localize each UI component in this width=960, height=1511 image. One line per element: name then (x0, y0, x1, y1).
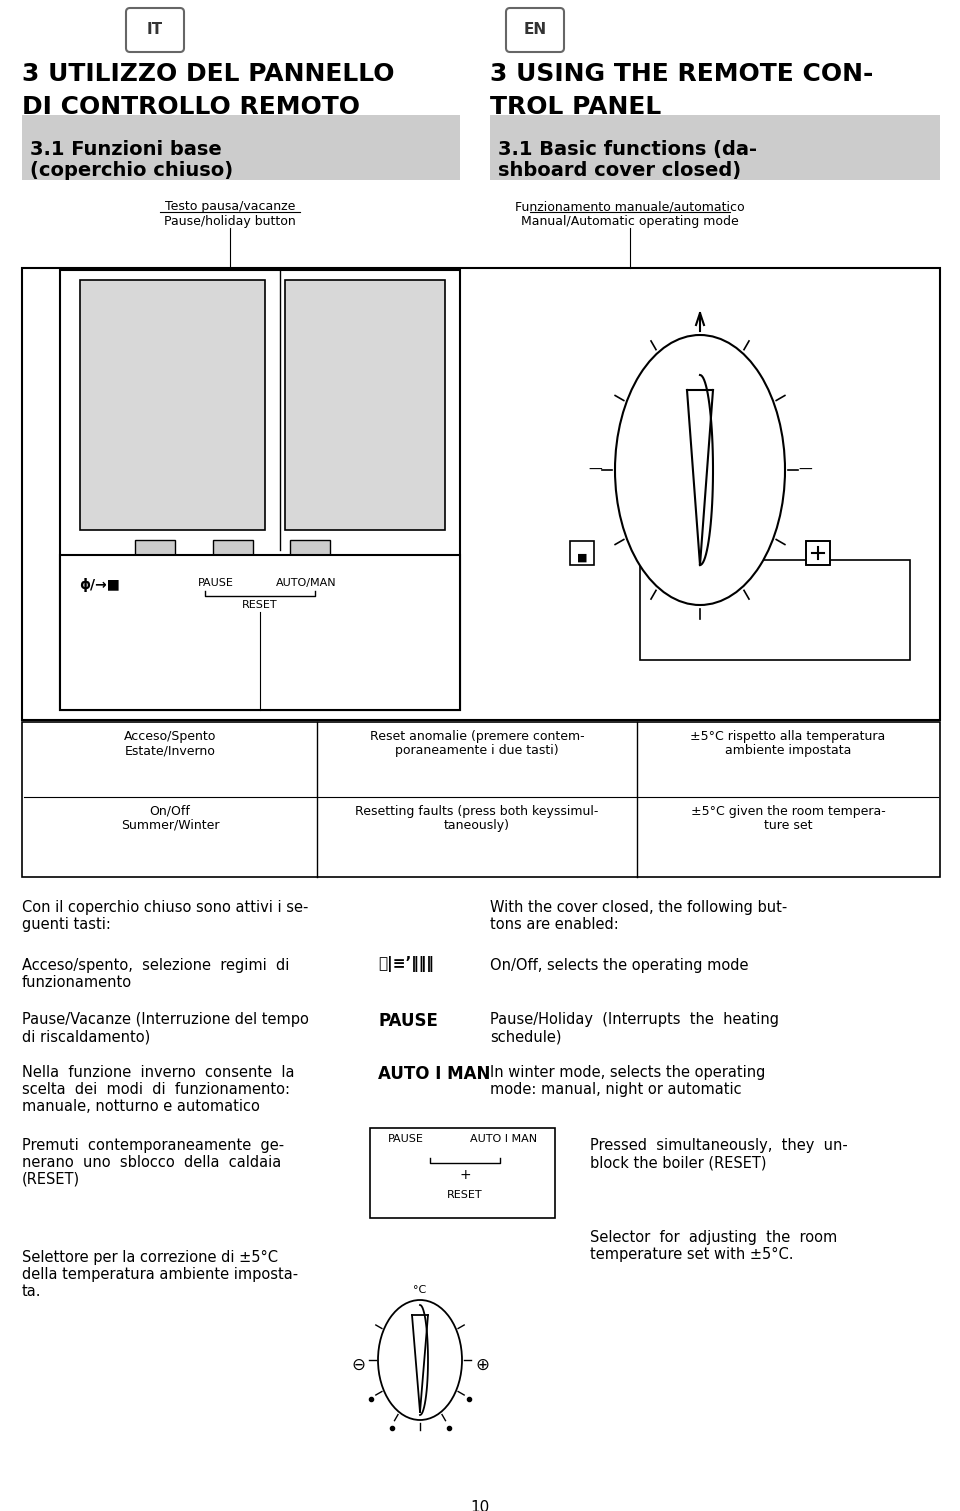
Text: On/Off: On/Off (150, 805, 190, 817)
Bar (806, 541, 830, 565)
Text: (RESET): (RESET) (22, 1173, 80, 1188)
Bar (285, 280, 445, 530)
Text: Testo pausa/vacanze: Testo pausa/vacanze (165, 199, 295, 213)
Text: TROL PANEL: TROL PANEL (490, 95, 661, 119)
Text: —: — (798, 462, 812, 477)
Text: AUTO I MAN: AUTO I MAN (378, 1065, 491, 1083)
Text: ±5°C given the room tempera-: ±5°C given the room tempera- (690, 805, 885, 817)
Text: block the boiler (RESET): block the boiler (RESET) (590, 1154, 766, 1170)
Text: guenti tasti:: guenti tasti: (22, 917, 110, 932)
Bar (22, 267, 940, 721)
Text: Acceso/Spento: Acceso/Spento (124, 730, 216, 743)
Text: 3 UTILIZZO DEL PANNELLO: 3 UTILIZZO DEL PANNELLO (22, 62, 395, 86)
Text: On/Off, selects the operating mode: On/Off, selects the operating mode (490, 958, 749, 973)
Ellipse shape (378, 1299, 462, 1420)
Text: 10: 10 (470, 1500, 490, 1511)
Text: Reset anomalie (premere contem-: Reset anomalie (premere contem- (370, 730, 585, 743)
Text: Pause/Vacanze (Interruzione del tempo: Pause/Vacanze (Interruzione del tempo (22, 1012, 309, 1027)
Text: ϕ/→■: ϕ/→■ (80, 579, 120, 592)
Text: PAUSE: PAUSE (378, 1012, 438, 1031)
Bar (570, 541, 594, 565)
Bar (80, 280, 265, 530)
FancyBboxPatch shape (506, 8, 564, 51)
Text: poraneamente i due tasti): poraneamente i due tasti) (396, 743, 559, 757)
Text: nerano  uno  sblocco  della  caldaia: nerano uno sblocco della caldaia (22, 1154, 281, 1170)
Text: —: — (588, 462, 602, 477)
Text: ambiente impostata: ambiente impostata (725, 743, 852, 757)
Text: temperature set with ±5°C.: temperature set with ±5°C. (590, 1247, 794, 1262)
Bar (60, 555, 460, 710)
Text: Acceso/spento,  selezione  regimi  di: Acceso/spento, selezione regimi di (22, 958, 289, 973)
Text: DI CONTROLLO REMOTO: DI CONTROLLO REMOTO (22, 95, 360, 119)
Text: Pressed  simultaneously,  they  un-: Pressed simultaneously, they un- (590, 1138, 848, 1153)
Text: ⏻|≡’‖‖‖: ⏻|≡’‖‖‖ (378, 956, 434, 972)
Text: schedule): schedule) (490, 1029, 562, 1044)
Text: di riscaldamento): di riscaldamento) (22, 1029, 151, 1044)
Text: 3 USING THE REMOTE CON-: 3 USING THE REMOTE CON- (490, 62, 874, 86)
Text: della temperatura ambiente imposta-: della temperatura ambiente imposta- (22, 1268, 299, 1281)
Text: Funzionamento manuale/automatico: Funzionamento manuale/automatico (516, 199, 745, 213)
Bar (806, 541, 830, 565)
Text: 3.1 Basic functions (da-: 3.1 Basic functions (da- (498, 141, 757, 159)
Text: RESET: RESET (447, 1191, 483, 1200)
Bar (22, 722, 940, 876)
Text: ture set: ture set (764, 819, 812, 833)
Text: ta.: ta. (22, 1284, 41, 1299)
Text: With the cover closed, the following but-: With the cover closed, the following but… (490, 901, 787, 916)
Text: Nella  funzione  inverno  consente  la: Nella funzione inverno consente la (22, 1065, 295, 1080)
Bar (22, 115, 460, 180)
Bar (490, 115, 940, 180)
Text: (coperchio chiuso): (coperchio chiuso) (30, 162, 233, 180)
Text: Pause/holiday button: Pause/holiday button (164, 215, 296, 228)
Text: RESET: RESET (242, 600, 277, 610)
Bar (60, 270, 460, 710)
Text: Selector  for  adjusting  the  room: Selector for adjusting the room (590, 1230, 837, 1245)
Bar (370, 1129, 555, 1218)
Text: ⊖: ⊖ (351, 1355, 365, 1373)
Text: tons are enabled:: tons are enabled: (490, 917, 619, 932)
Text: Selettore per la correzione di ±5°C: Selettore per la correzione di ±5°C (22, 1250, 278, 1265)
Ellipse shape (615, 335, 785, 604)
Text: PAUSE: PAUSE (388, 1133, 424, 1144)
Text: Con il coperchio chiuso sono attivi i se-: Con il coperchio chiuso sono attivi i se… (22, 901, 308, 916)
Text: manuale, notturno e automatico: manuale, notturno e automatico (22, 1098, 260, 1114)
Text: shboard cover closed): shboard cover closed) (498, 162, 741, 180)
Bar (213, 539, 253, 555)
Text: scelta  dei  modi  di  funzionamento:: scelta dei modi di funzionamento: (22, 1082, 290, 1097)
Text: ⊕: ⊕ (475, 1355, 489, 1373)
Text: Estate/Inverno: Estate/Inverno (125, 743, 215, 757)
Bar (135, 539, 175, 555)
Text: ■: ■ (577, 553, 588, 564)
Text: PAUSE: PAUSE (198, 579, 234, 588)
Text: 3.1 Funzioni base: 3.1 Funzioni base (30, 141, 222, 159)
Text: °C: °C (414, 1284, 426, 1295)
Text: Summer/Winter: Summer/Winter (121, 819, 219, 833)
Text: AUTO I MAN: AUTO I MAN (470, 1133, 538, 1144)
Polygon shape (687, 390, 713, 565)
Text: funzionamento: funzionamento (22, 975, 132, 990)
Text: ±5°C rispetto alla temperatura: ±5°C rispetto alla temperatura (690, 730, 886, 743)
Text: mode: manual, night or automatic: mode: manual, night or automatic (490, 1082, 742, 1097)
Text: taneously): taneously) (444, 819, 510, 833)
Bar (640, 561, 910, 660)
Text: Resetting faults (press both keyssimul-: Resetting faults (press both keyssimul- (355, 805, 599, 817)
Text: EN: EN (523, 23, 546, 38)
Text: In winter mode, selects the operating: In winter mode, selects the operating (490, 1065, 765, 1080)
Text: IT: IT (147, 23, 163, 38)
Polygon shape (412, 1315, 428, 1411)
Text: AUTO/MAN: AUTO/MAN (276, 579, 336, 588)
Text: Pause/Holiday  (Interrupts  the  heating: Pause/Holiday (Interrupts the heating (490, 1012, 779, 1027)
FancyBboxPatch shape (126, 8, 184, 51)
Text: +: + (459, 1168, 470, 1182)
Text: Premuti  contemporaneamente  ge-: Premuti contemporaneamente ge- (22, 1138, 284, 1153)
Bar (290, 539, 330, 555)
Text: Manual/Automatic operating mode: Manual/Automatic operating mode (521, 215, 739, 228)
